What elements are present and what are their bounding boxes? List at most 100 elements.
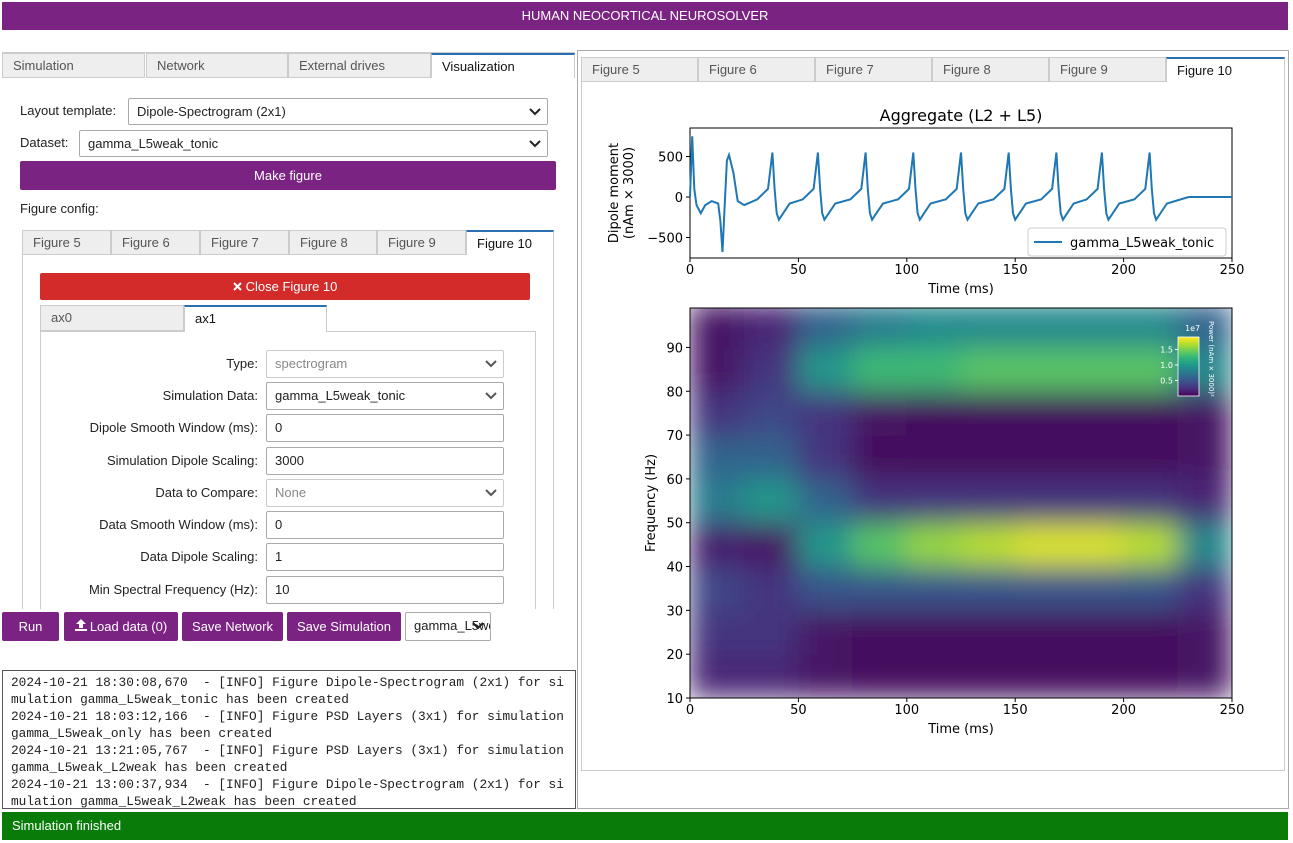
- run-button[interactable]: Run: [2, 612, 59, 641]
- tab[interactable]: Figure 7: [200, 230, 289, 255]
- x-axis-label: Time (ms): [927, 282, 994, 297]
- heat-cell: [743, 653, 799, 698]
- colorbar-segment: [1178, 388, 1199, 391]
- select[interactable]: Dipole-Spectrogram (2x1): [128, 98, 548, 125]
- save-simulation-button[interactable]: Save Simulation: [287, 612, 401, 641]
- input[interactable]: 0: [266, 414, 504, 442]
- heat-cell: [797, 308, 854, 348]
- chart-title: Aggregate (L2 + L5): [880, 106, 1043, 125]
- simulation-select[interactable]: gamma_L5weak_tonic: [405, 612, 491, 641]
- input[interactable]: 0: [266, 511, 504, 539]
- heat-cell: [960, 566, 1016, 611]
- y-axis-label: Dipole moment: [607, 143, 622, 243]
- colorbar-segment: [1178, 350, 1199, 354]
- input[interactable]: 1: [266, 543, 504, 571]
- load-data-button[interactable]: Load data (0): [64, 612, 178, 641]
- input[interactable]: 10: [266, 576, 504, 604]
- form-label: Min Spectral Frequency (Hz):: [88, 582, 258, 597]
- heat-cell: [690, 566, 745, 611]
- select[interactable]: gamma_L5weak_tonic: [79, 130, 548, 157]
- colorbar-segment: [1178, 356, 1199, 360]
- heat-cell: [1068, 653, 1125, 698]
- heat-cell: [1068, 434, 1125, 480]
- tab-active[interactable]: Figure 10: [466, 230, 554, 255]
- chevron: [485, 392, 497, 400]
- select-value: gamma_L5weak_tonic: [88, 136, 219, 151]
- log-entry: 2024-10-21 18:30:08,670 - [INFO] Figure …: [11, 675, 564, 707]
- heat-cell: [960, 653, 1016, 698]
- select[interactable]: gamma_L5weak_tonic: [266, 382, 504, 410]
- select-value: gamma_L5weak_tonic: [414, 618, 490, 633]
- select[interactable]: None: [266, 479, 504, 507]
- field-value: spectrogram: [275, 356, 348, 371]
- tab[interactable]: Network: [146, 53, 288, 78]
- log-entry: 2024-10-21 13:21:05,767 - [INFO] Figure …: [11, 743, 572, 775]
- tab[interactable]: ax0: [40, 305, 184, 331]
- heat-cell: [906, 346, 962, 392]
- tab[interactable]: Figure 8: [289, 230, 377, 255]
- status-bar: Simulation finished: [2, 812, 1288, 840]
- x-tick-label: 0: [686, 263, 694, 278]
- field-value: None: [275, 485, 307, 500]
- heat-cell: [960, 308, 1016, 348]
- colorbar-segment: [1178, 378, 1199, 381]
- heat-cell: [1123, 522, 1179, 568]
- heat-cell: [852, 609, 908, 655]
- heat-cell: [852, 478, 908, 524]
- heat-cell: [960, 434, 1016, 480]
- tab-active[interactable]: ax1: [184, 305, 327, 332]
- x-axis-label: Time (ms): [927, 722, 994, 737]
- field-value: 1: [275, 549, 283, 564]
- heat-cell: [797, 566, 854, 611]
- heat-cell: [1014, 566, 1070, 611]
- tab[interactable]: Figure 9: [377, 230, 466, 255]
- tab[interactable]: Figure 7: [815, 57, 932, 82]
- heat-cell: [1123, 609, 1179, 655]
- heat-cell: [1014, 609, 1070, 655]
- log-entry: 2024-10-21 13:00:37,934 - [INFO] Figure …: [11, 777, 564, 809]
- heat-cell: [852, 566, 908, 611]
- heat-cell: [1068, 566, 1125, 611]
- colorbar-segment: [1178, 352, 1199, 356]
- colorbar-tick-label: 1.5: [1160, 345, 1173, 354]
- tab[interactable]: Figure 5: [581, 57, 698, 82]
- tab[interactable]: Figure 5: [22, 230, 111, 255]
- heat-cell: [852, 308, 908, 348]
- heat-cell: [960, 478, 1016, 524]
- field-value: 3000: [275, 453, 304, 468]
- heat-cell: [1123, 390, 1179, 436]
- tab[interactable]: Figure 9: [1049, 57, 1166, 82]
- save-network-button[interactable]: Save Network: [182, 612, 283, 641]
- x-tick-label: 150: [1003, 263, 1028, 278]
- input[interactable]: 3000: [266, 447, 504, 475]
- tab[interactable]: Figure 6: [111, 230, 200, 255]
- tab-active[interactable]: Figure 10: [1166, 57, 1285, 82]
- select[interactable]: spectrogram: [266, 350, 504, 378]
- heat-cell: [1014, 308, 1070, 348]
- tab[interactable]: Figure 8: [932, 57, 1049, 82]
- close-icon: [232, 282, 242, 291]
- form-label: Data to Compare:: [155, 485, 258, 500]
- tab[interactable]: Simulation: [2, 53, 145, 78]
- tab[interactable]: External drives: [288, 53, 431, 78]
- tab-active[interactable]: Visualization: [431, 53, 575, 78]
- form-label: Simulation Dipole Scaling:: [106, 453, 258, 468]
- chevron: [529, 140, 541, 148]
- heat-cell: [852, 434, 908, 480]
- heat-cell: [1014, 346, 1070, 392]
- colorbar-segment: [1178, 366, 1199, 369]
- heat-cell: [960, 390, 1016, 436]
- heat-cell: [1177, 522, 1232, 568]
- heat-cell: [743, 390, 799, 436]
- x-tick-label: 150: [1003, 703, 1028, 718]
- heat-cell: [906, 308, 962, 348]
- heat-cell: [690, 308, 745, 348]
- colorbar-segment: [1178, 376, 1199, 379]
- heat-cell: [1177, 609, 1232, 655]
- make-figure-button[interactable]: Make figure: [20, 161, 556, 190]
- close-figure-button[interactable]: Close Figure 10: [40, 273, 530, 300]
- heat-cell: [1068, 522, 1125, 568]
- tab[interactable]: Figure 6: [698, 57, 815, 82]
- log-entry: 2024-10-21 18:03:12,166 - [INFO] Figure …: [11, 709, 572, 741]
- button-text: Close Figure 10: [245, 279, 338, 294]
